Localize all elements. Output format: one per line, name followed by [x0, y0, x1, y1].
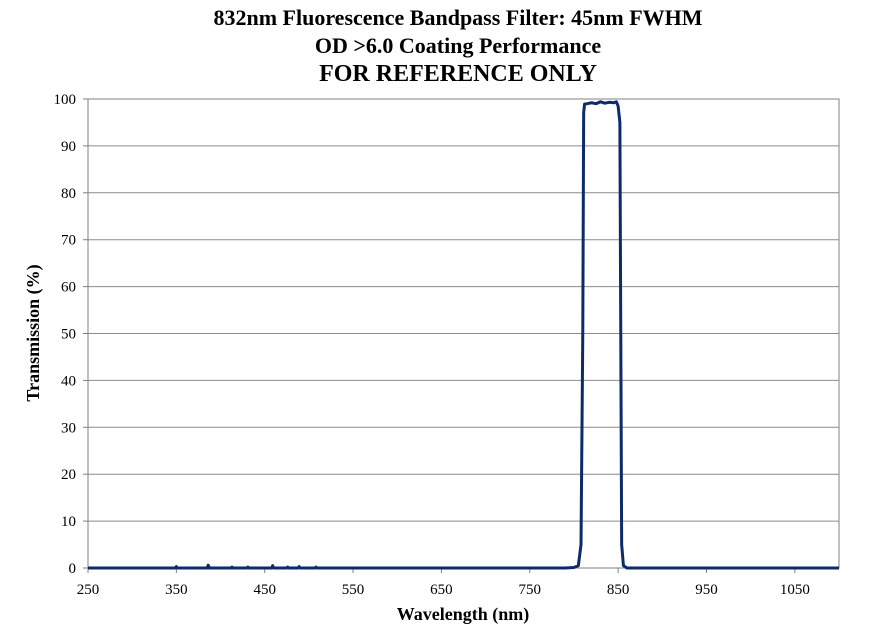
y-tick-label: 40	[61, 373, 76, 389]
y-tick-label: 90	[61, 139, 76, 155]
chart-title: 832nm Fluorescence Bandpass Filter: 45nm…	[213, 5, 703, 30]
x-tick-labels: 250 350 450 550 650 750 850 950 1050	[77, 582, 810, 598]
y-tick-label: 80	[61, 186, 76, 202]
y-tick-label: 100	[54, 92, 77, 108]
x-tick-label: 850	[607, 582, 630, 598]
y-tick-label: 10	[61, 514, 76, 530]
x-tick-label: 1050	[780, 582, 810, 598]
y-tick-label: 0	[69, 561, 77, 577]
transmission-curve	[88, 100, 839, 570]
y-tick-labels: 0 10 20 30 40 50 60 70 80 90 100	[54, 92, 77, 577]
x-tick-label: 350	[165, 582, 188, 598]
x-tick-label: 250	[77, 582, 100, 598]
x-tick-label: 950	[695, 582, 718, 598]
y-tick-label: 30	[61, 420, 76, 436]
chart-subtitle: OD >6.0 Coating Performance	[314, 33, 602, 58]
y-tick-label: 50	[61, 327, 76, 343]
x-tick-label: 550	[342, 582, 365, 598]
x-tick-label: 650	[430, 582, 453, 598]
x-tick-label: 750	[519, 582, 542, 598]
x-axis-label: Wavelength (nm)	[397, 604, 530, 625]
x-tick-label: 450	[253, 582, 276, 598]
chart-title-block: 832nm Fluorescence Bandpass Filter: 45nm…	[0, 4, 876, 88]
y-tick-label: 60	[61, 280, 76, 296]
y-tick-label: 70	[61, 233, 76, 249]
chart-note: FOR REFERENCE ONLY	[319, 61, 597, 87]
grid-layer	[83, 98, 839, 573]
y-tick-label: 20	[61, 467, 76, 483]
y-axis-label: Transmission (%)	[23, 264, 44, 401]
